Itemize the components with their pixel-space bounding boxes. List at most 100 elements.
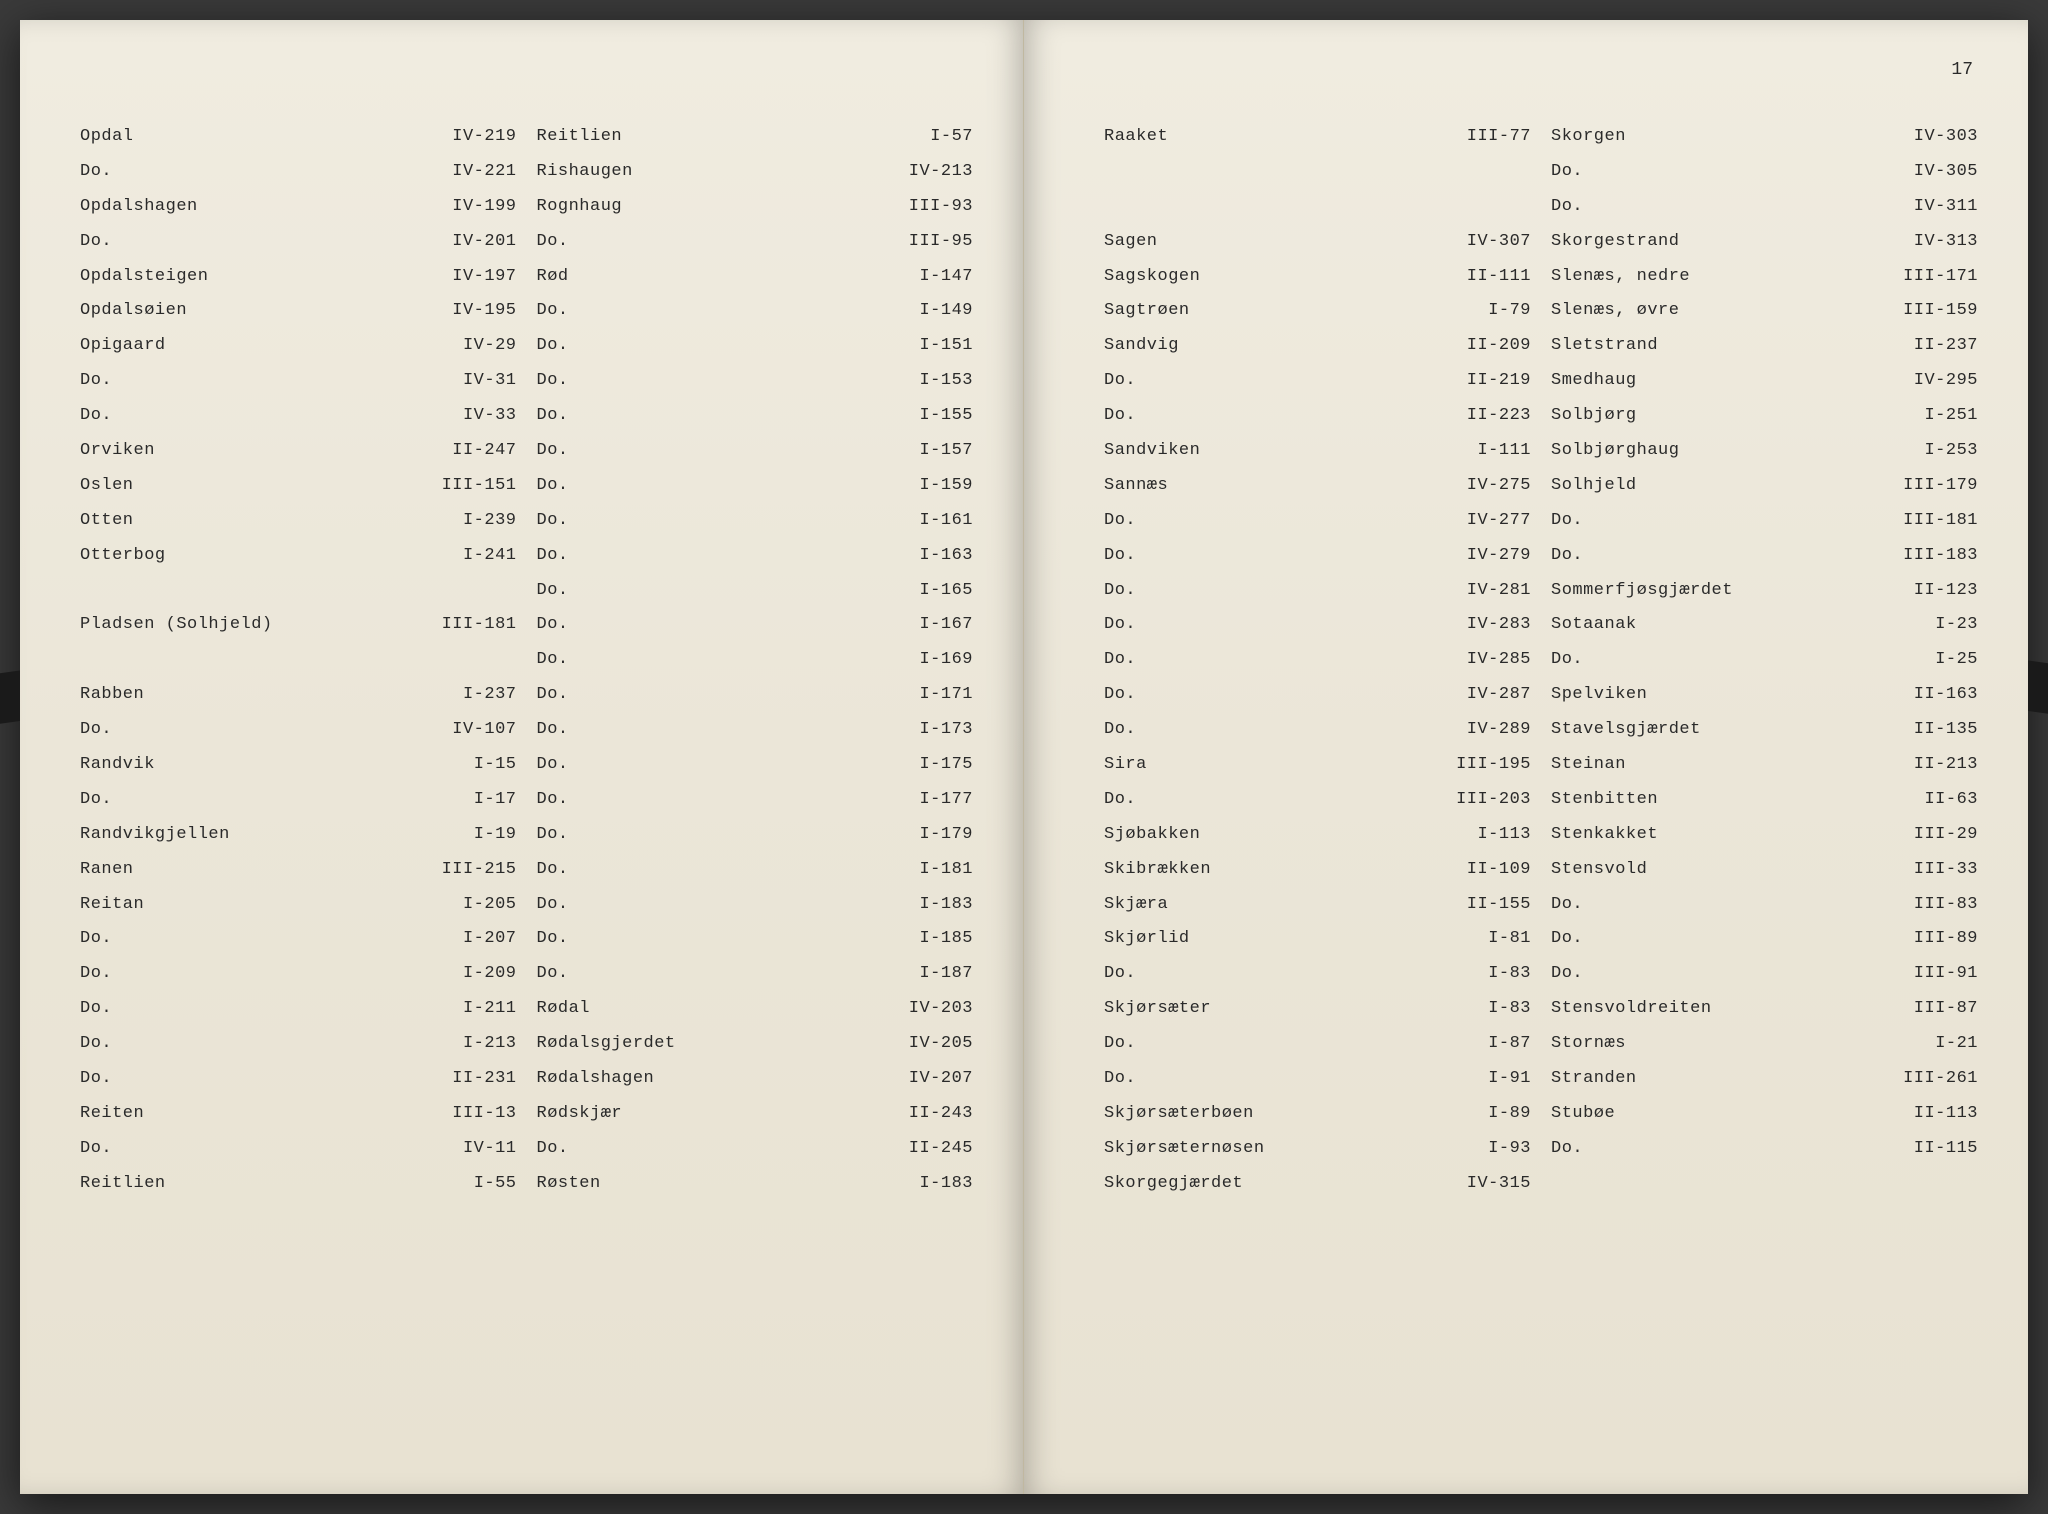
entry-name: Do. bbox=[80, 228, 112, 257]
entry-name: Do. bbox=[80, 1030, 112, 1059]
entry-name: Do. bbox=[1104, 1065, 1136, 1094]
entry-ref: I-147 bbox=[899, 263, 973, 292]
entry-name: Do. bbox=[80, 1135, 112, 1164]
entry-ref: IV-199 bbox=[432, 193, 516, 222]
entry-ref: IV-201 bbox=[432, 228, 516, 257]
entry-name: Sagen bbox=[1104, 228, 1158, 257]
entry-name: Stornæs bbox=[1551, 1030, 1626, 1059]
index-entry: Do. I-151 bbox=[537, 329, 974, 364]
entry-ref: IV-289 bbox=[1447, 716, 1531, 745]
index-entry: Do.I-169 bbox=[537, 643, 974, 678]
index-entry: Do.III-89 bbox=[1551, 922, 1978, 957]
index-entry: ReitanI-205 bbox=[80, 888, 517, 923]
entry-name: Do. bbox=[537, 681, 569, 710]
index-entry: Do. IV-201 bbox=[80, 225, 517, 260]
index-entry: StrandenIII-261 bbox=[1551, 1062, 1978, 1097]
entry-ref: III-33 bbox=[1894, 856, 1978, 885]
index-entry: RødskjærII-243 bbox=[537, 1097, 974, 1132]
index-entry bbox=[1104, 190, 1531, 225]
entry-ref: I-179 bbox=[899, 821, 973, 850]
entry-name: Skjørsæternøsen bbox=[1104, 1135, 1265, 1164]
index-entry bbox=[80, 643, 517, 678]
index-entry: Do.I-177 bbox=[537, 783, 974, 818]
entry-ref: IV-207 bbox=[889, 1065, 973, 1094]
entry-ref: II-109 bbox=[1447, 856, 1531, 885]
entry-ref: I-177 bbox=[899, 786, 973, 815]
entry-ref: II-223 bbox=[1447, 402, 1531, 431]
entry-name: Do. bbox=[1551, 925, 1583, 954]
index-entry: SagskogenII-111 bbox=[1104, 260, 1531, 295]
index-entry: RabbenI-237 bbox=[80, 678, 517, 713]
entry-name: Do. bbox=[1104, 611, 1136, 640]
entry-name: Stenbitten bbox=[1551, 786, 1658, 815]
entry-ref: III-91 bbox=[1894, 960, 1978, 989]
entry-name: Do. bbox=[1104, 577, 1136, 606]
entry-ref: III-87 bbox=[1894, 995, 1978, 1024]
entry-ref: III-181 bbox=[1883, 507, 1978, 536]
entry-ref: I-159 bbox=[899, 472, 973, 501]
entry-name: Do. bbox=[80, 995, 112, 1024]
entry-ref: I-211 bbox=[443, 995, 517, 1024]
entry-ref: I-169 bbox=[899, 646, 973, 675]
right-col-2: SkorgenIV-303Do.IV-305Do.IV-311Skorgestr… bbox=[1551, 120, 1978, 1202]
entry-name: Do. bbox=[537, 332, 569, 361]
index-entry: SkorgenIV-303 bbox=[1551, 120, 1978, 155]
entry-name: Do. bbox=[1104, 716, 1136, 745]
index-entry: OslenIII-151 bbox=[80, 469, 517, 504]
entry-ref: IV-279 bbox=[1447, 542, 1531, 571]
entry-ref: IV-295 bbox=[1894, 367, 1978, 396]
index-entry: Do.I-183 bbox=[537, 888, 974, 923]
entry-ref: IV-107 bbox=[432, 716, 516, 745]
entry-name: Opdalsøien bbox=[80, 297, 187, 326]
index-entry: Do.IV-305 bbox=[1551, 155, 1978, 190]
index-entry: Do.I-149 bbox=[537, 294, 974, 329]
index-entry: Do.IV-33 bbox=[80, 399, 517, 434]
entry-name: Raaket bbox=[1104, 123, 1168, 152]
entry-name: Do. bbox=[1104, 786, 1136, 815]
entry-name: Sannæs bbox=[1104, 472, 1168, 501]
entry-ref: III-181 bbox=[422, 611, 517, 640]
entry-name: Solbjørg bbox=[1551, 402, 1637, 431]
entry-ref: III-179 bbox=[1883, 472, 1978, 501]
entry-ref: IV-307 bbox=[1447, 228, 1531, 257]
entry-name: Smedhaug bbox=[1551, 367, 1637, 396]
index-entry: RødalsgjerdetIV-205 bbox=[537, 1027, 974, 1062]
entry-ref: II-213 bbox=[1894, 751, 1978, 780]
index-entry: SkjørsæterI-83 bbox=[1104, 992, 1531, 1027]
entry-ref: III-151 bbox=[422, 472, 517, 501]
entry-ref: IV-31 bbox=[443, 367, 517, 396]
entry-ref: IV-29 bbox=[443, 332, 517, 361]
index-entry: Do.I-181 bbox=[537, 853, 974, 888]
index-entry: RødalIV-203 bbox=[537, 992, 974, 1027]
entry-ref: IV-285 bbox=[1447, 646, 1531, 675]
index-entry: Do.IV-107 bbox=[80, 713, 517, 748]
index-entry: SkjæraII-155 bbox=[1104, 888, 1531, 923]
entry-name: Do. bbox=[80, 960, 112, 989]
index-entry: OtterbogI-241 bbox=[80, 539, 517, 574]
index-entry: Do.IV-283 bbox=[1104, 608, 1531, 643]
entry-ref: I-175 bbox=[899, 751, 973, 780]
entry-ref: I-93 bbox=[1468, 1135, 1531, 1164]
entry-ref: IV-197 bbox=[432, 263, 516, 292]
entry-ref: I-151 bbox=[899, 332, 973, 361]
entry-ref: I-17 bbox=[454, 786, 517, 815]
entry-name: Do. bbox=[1551, 193, 1583, 222]
entry-name: Spelviken bbox=[1551, 681, 1647, 710]
entry-ref: III-195 bbox=[1436, 751, 1531, 780]
entry-ref: III-171 bbox=[1883, 263, 1978, 292]
index-entry: Do.IV-31 bbox=[80, 364, 517, 399]
entry-ref: I-87 bbox=[1468, 1030, 1531, 1059]
entry-name: Do. bbox=[1551, 507, 1583, 536]
entry-name: Do. bbox=[537, 367, 569, 396]
entry-name: Do. bbox=[1104, 960, 1136, 989]
entry-name: Rødal bbox=[537, 995, 591, 1024]
entry-ref: IV-281 bbox=[1447, 577, 1531, 606]
index-entry: Do.III-183 bbox=[1551, 539, 1978, 574]
index-entry: Do. I-159 bbox=[537, 469, 974, 504]
entry-ref: I-57 bbox=[910, 123, 973, 152]
index-entry: ReitlienI-57 bbox=[537, 120, 974, 155]
entry-ref: II-247 bbox=[432, 437, 516, 466]
index-entry: Do.I-207 bbox=[80, 922, 517, 957]
entry-name: Do. bbox=[537, 472, 569, 501]
index-entry: SkibrækkenII-109 bbox=[1104, 853, 1531, 888]
